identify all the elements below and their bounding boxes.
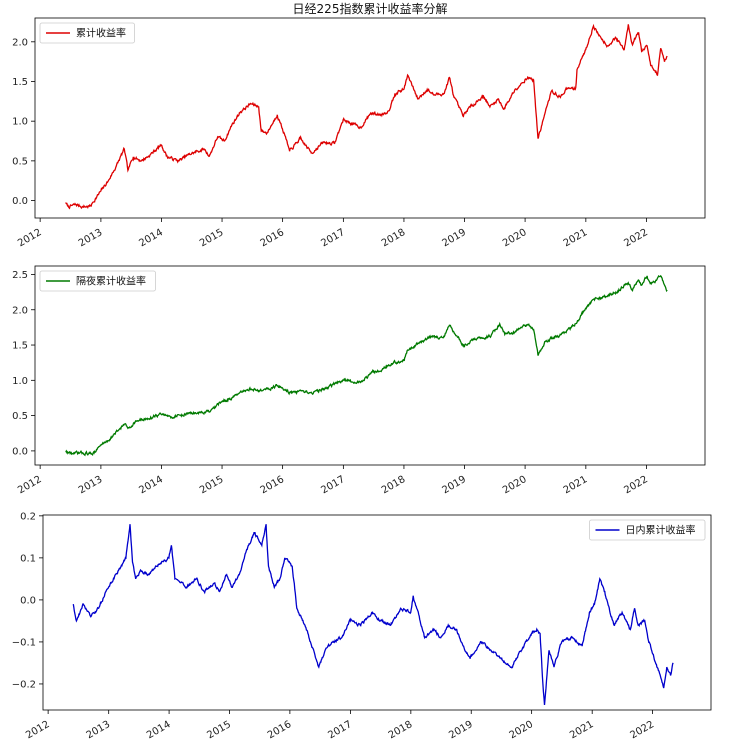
y-tick-label: 0.5: [12, 156, 28, 167]
y-tick-label: 0.0: [20, 595, 36, 606]
y-tick-label: 0.5: [12, 411, 28, 422]
y-tick-label: 1.5: [12, 77, 28, 88]
y-tick-label: 0.0: [12, 446, 28, 457]
legend-box: [589, 519, 706, 541]
chart-title: 日经225指数累计收益率分解: [293, 1, 448, 16]
legend-label: 隔夜累计收益率: [76, 275, 146, 288]
y-tick-label: 2.0: [12, 37, 28, 48]
y-tick-label: 0.0: [12, 196, 28, 207]
axes-frame: [34, 17, 706, 219]
axes-frame: [42, 514, 712, 711]
axes-frame: [34, 265, 706, 466]
legend: 累计收益率: [39, 22, 135, 44]
series-line-overnight: [65, 274, 668, 457]
y-tick-label: 2.0: [12, 305, 28, 316]
legend: 日内累计收益率: [589, 519, 706, 541]
y-tick-label: 1.0: [12, 117, 28, 128]
legend-label: 日内累计收益率: [626, 524, 696, 537]
y-tick-label: 2.5: [12, 270, 28, 281]
series-line-cumulative: [65, 23, 668, 210]
y-tick-label: −0.1: [12, 637, 36, 648]
legend: 隔夜累计收益率: [39, 270, 156, 292]
series-line-intraday: [72, 524, 674, 706]
y-tick-label: 1.0: [12, 376, 28, 387]
legend-box: [39, 270, 156, 292]
y-tick-label: 0.2: [20, 511, 36, 522]
y-tick-label: 1.5: [12, 341, 28, 352]
y-tick-label: −0.2: [12, 679, 36, 690]
legend-label: 累计收益率: [76, 27, 126, 40]
legend-box: [39, 22, 135, 44]
y-tick-label: 0.1: [20, 553, 36, 564]
